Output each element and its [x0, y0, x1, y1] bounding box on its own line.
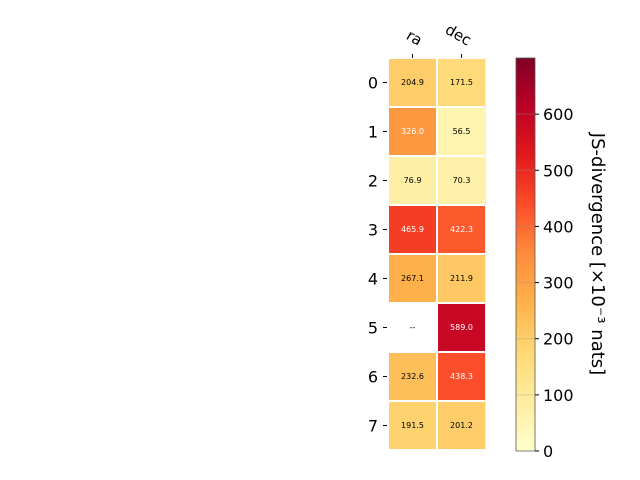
- heatmap-cell-label: --: [410, 323, 416, 332]
- y-tick-label: 0: [368, 74, 378, 93]
- colorbar-tick-label: 100: [543, 386, 574, 405]
- colorbar-tick-label: 500: [543, 161, 574, 180]
- y-tick-label: 1: [368, 123, 378, 142]
- heatmap-cell-dec-5: [438, 304, 485, 351]
- heatmap-cell-ra-6: [389, 353, 436, 400]
- heatmap-cell-ra-7: [389, 402, 436, 449]
- y-tick-label: 5: [368, 319, 378, 338]
- colorbar-label: JS-divergence [×10⁻³ nats]: [587, 132, 608, 375]
- y-tick-label: 7: [368, 417, 378, 436]
- y-tick-label: 2: [368, 172, 378, 191]
- heatmap-cell-label: 201.2: [450, 421, 473, 430]
- colorbar-tick-label: 200: [543, 330, 574, 349]
- heatmap-cell-dec-1: [438, 108, 485, 155]
- heatmap-cell-dec-4: [438, 255, 485, 302]
- heatmap-cell-ra-0: [389, 59, 436, 106]
- heatmap-cell-label: 438.3: [450, 372, 473, 381]
- y-tick-label: 3: [368, 221, 378, 240]
- colorbar-tick-label: 600: [543, 105, 574, 124]
- colorbar-gradient: [515, 57, 536, 452]
- heatmap-cell-label: 204.9: [401, 78, 424, 87]
- y-tick-label: 6: [368, 368, 378, 387]
- heatmap-cell-dec-7: [438, 402, 485, 449]
- heatmap-cell-label: 589.0: [450, 323, 473, 332]
- x-tick-label: ra: [403, 26, 425, 49]
- y-tick-label: 4: [368, 270, 378, 289]
- heatmap-cell-ra-3: [389, 206, 436, 253]
- heatmap-cell-label: 232.6: [401, 372, 424, 381]
- colorbar: 0 100 200 300 400 500 600 JS-divergence [×10⁻³ …: [515, 57, 608, 461]
- heatmap-cell-label: 465.9: [401, 225, 424, 234]
- heatmap-cell-dec-6: [438, 353, 485, 400]
- colorbar-tick-label: 0: [543, 442, 553, 461]
- heatmap-cell-ra-2: [389, 157, 436, 204]
- heatmap-cell-ra-4: [389, 255, 436, 302]
- heatmap-cell-label: 76.9: [404, 176, 422, 185]
- heatmap-cell-label: 326.0: [401, 127, 424, 136]
- heatmap-cell-ra-1: [389, 108, 436, 155]
- heatmap-cell-label: 56.5: [453, 127, 471, 136]
- heatmap-cell-dec-0: [438, 59, 485, 106]
- heatmap-cell-label: 171.5: [450, 78, 473, 87]
- heatmap-cell-dec-2: [438, 157, 485, 204]
- heatmap-cell-label: 422.3: [450, 225, 473, 234]
- heatmap-cell-label: 70.3: [453, 176, 471, 185]
- heatmap-cell-dec-3: [438, 206, 485, 253]
- heatmap-cell-label: 211.9: [450, 274, 473, 283]
- heatmap-cell-label: 267.1: [401, 274, 424, 283]
- x-tick-label: dec: [442, 20, 474, 49]
- heatmap-cell-label: 191.5: [401, 421, 424, 430]
- colorbar-tick-label: 400: [543, 217, 574, 236]
- colorbar-tick-label: 300: [543, 274, 574, 293]
